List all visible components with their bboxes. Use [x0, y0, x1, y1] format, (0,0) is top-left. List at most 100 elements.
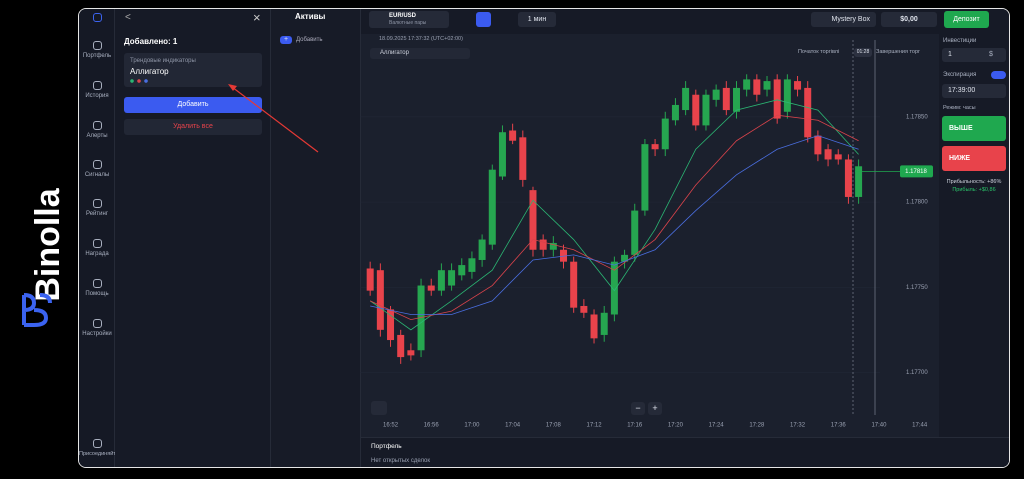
candle-body [671, 104, 679, 121]
candle-body [661, 118, 669, 150]
candle-body [437, 270, 445, 291]
candle-body [794, 81, 802, 90]
candle-body [387, 309, 395, 341]
x-tick-label: 16:56 [424, 423, 440, 429]
add-button[interactable]: Добавить [124, 97, 262, 113]
candle-body [783, 79, 791, 112]
candle-body [814, 135, 822, 155]
indicator-chip: Аллигатор [370, 48, 470, 59]
zoom-out[interactable]: − [631, 402, 645, 415]
close-button[interactable]: × [253, 10, 261, 25]
indicator-line [369, 99, 859, 331]
back-button[interactable]: < [125, 12, 131, 23]
x-tick-label: 17:44 [912, 423, 928, 429]
down-button[interactable]: НИЖЕ [942, 146, 1006, 171]
side-nav: Портфель История Алерты Сигналы Рейтинг … [79, 9, 124, 467]
candle-body [427, 285, 435, 291]
x-tick-label: 16:52 [383, 423, 399, 429]
x-tick-label: 17:12 [587, 423, 603, 429]
deposit-button[interactable]: Депозит [944, 11, 989, 28]
investment-input[interactable]: 1 [942, 48, 1006, 62]
candle-body [743, 79, 751, 90]
candle-body [834, 154, 842, 160]
settings-button[interactable] [371, 401, 387, 415]
tool-button[interactable] [476, 12, 491, 27]
candle-body [560, 249, 568, 262]
investment-label: Инвестиции [943, 38, 977, 44]
nav-logo [79, 13, 115, 25]
y-tick-label: 1.17750 [906, 285, 928, 291]
pair-selector[interactable]: EUR/USD Валютные пары [369, 11, 449, 28]
candle-body [366, 268, 374, 291]
candle-body [621, 254, 629, 262]
candle-body [468, 258, 476, 272]
current-price-box [900, 165, 933, 178]
indicator-card[interactable]: Трендовые индикаторы Аллигатор [124, 53, 262, 87]
indicator-line [370, 135, 859, 315]
candle-body [804, 87, 812, 138]
zoom-in[interactable]: + [648, 402, 662, 415]
mystery-box[interactable]: Mystery Box [811, 12, 876, 27]
candle-body [539, 239, 547, 250]
nav-item[interactable]: Рейтинг [79, 199, 115, 217]
nav-label: Помощь [85, 291, 109, 297]
portfolio-empty: Нет открытых сделок [371, 458, 431, 464]
candle-body [580, 305, 588, 313]
x-tick-label: 17:24 [709, 423, 725, 429]
nav-item[interactable]: Помощь [79, 279, 115, 297]
x-tick-label: 17:40 [871, 423, 887, 429]
x-tick-label: 17:16 [627, 423, 643, 429]
candle-body [722, 87, 730, 111]
candle-body [732, 87, 740, 112]
candle-body [631, 210, 639, 255]
nav-label: Алерты [86, 133, 108, 139]
toggle[interactable] [991, 71, 1006, 79]
chart-datetime: 18.09.2025 17:37:32 (UTC+02:00) [379, 36, 463, 42]
nav-item[interactable]: Алерты [79, 121, 115, 139]
portfolio-bar: Портфель Нет открытых сделок [361, 437, 1009, 467]
candle-body [458, 265, 466, 276]
candle-body [753, 79, 761, 95]
candle-body [498, 132, 506, 177]
balance[interactable]: $0,00 [881, 12, 937, 27]
candle-body [478, 239, 486, 260]
indicator-chip-name: Аллигатор [380, 50, 409, 56]
delete-all-button[interactable]: Удалить все [124, 119, 262, 135]
card-name: Аллигатор [130, 67, 169, 76]
nav-item[interactable]: Присоединяйтесь [79, 439, 124, 457]
nav-label: История [85, 93, 109, 99]
expiration-input[interactable]: 17:39:00 [942, 84, 1006, 98]
x-tick-label: 17:04 [505, 423, 521, 429]
timeframe[interactable]: 1 мин [518, 12, 556, 27]
added-count: Добавлено: 1 [124, 37, 178, 46]
candle-body [448, 270, 456, 286]
nav-item[interactable]: Настройки [79, 319, 115, 337]
nav-item[interactable]: История [79, 81, 115, 99]
profit: Прибыль: +$0,86 [952, 187, 996, 193]
candle-body [509, 130, 517, 141]
candle-body [590, 314, 598, 339]
pair: EUR/USD [389, 13, 417, 19]
app-frame: Портфель История Алерты Сигналы Рейтинг … [78, 8, 1010, 468]
assets-title: Активы [295, 12, 326, 21]
add-asset[interactable]: Добавить [296, 37, 323, 43]
assets-panel: Активы + Добавить [271, 9, 361, 467]
nav-item[interactable]: Сигналы [79, 160, 115, 178]
expiration-label: Экспирация [943, 72, 977, 78]
candle-body [488, 169, 496, 245]
nav-label: Сигналы [84, 172, 110, 178]
portfolio-title: Портфель [371, 443, 402, 450]
nav-item[interactable]: Награда [79, 239, 115, 257]
trade-end: Завершения торг [876, 49, 921, 55]
timer: 01:28 [854, 48, 872, 57]
logo-svg: Binolla [22, 187, 67, 327]
nav-item[interactable]: Портфель [79, 41, 115, 59]
nav-label: Рейтинг [85, 211, 109, 217]
logo: Binolla [10, 130, 70, 330]
up-button[interactable]: ВЫШЕ [942, 116, 1006, 141]
candle-body [702, 94, 710, 126]
y-tick-label: 1.17800 [906, 200, 928, 206]
nav-label: Портфель [82, 53, 112, 59]
logo-text: Binolla [29, 187, 67, 301]
add-asset-icon[interactable]: + [280, 36, 292, 44]
